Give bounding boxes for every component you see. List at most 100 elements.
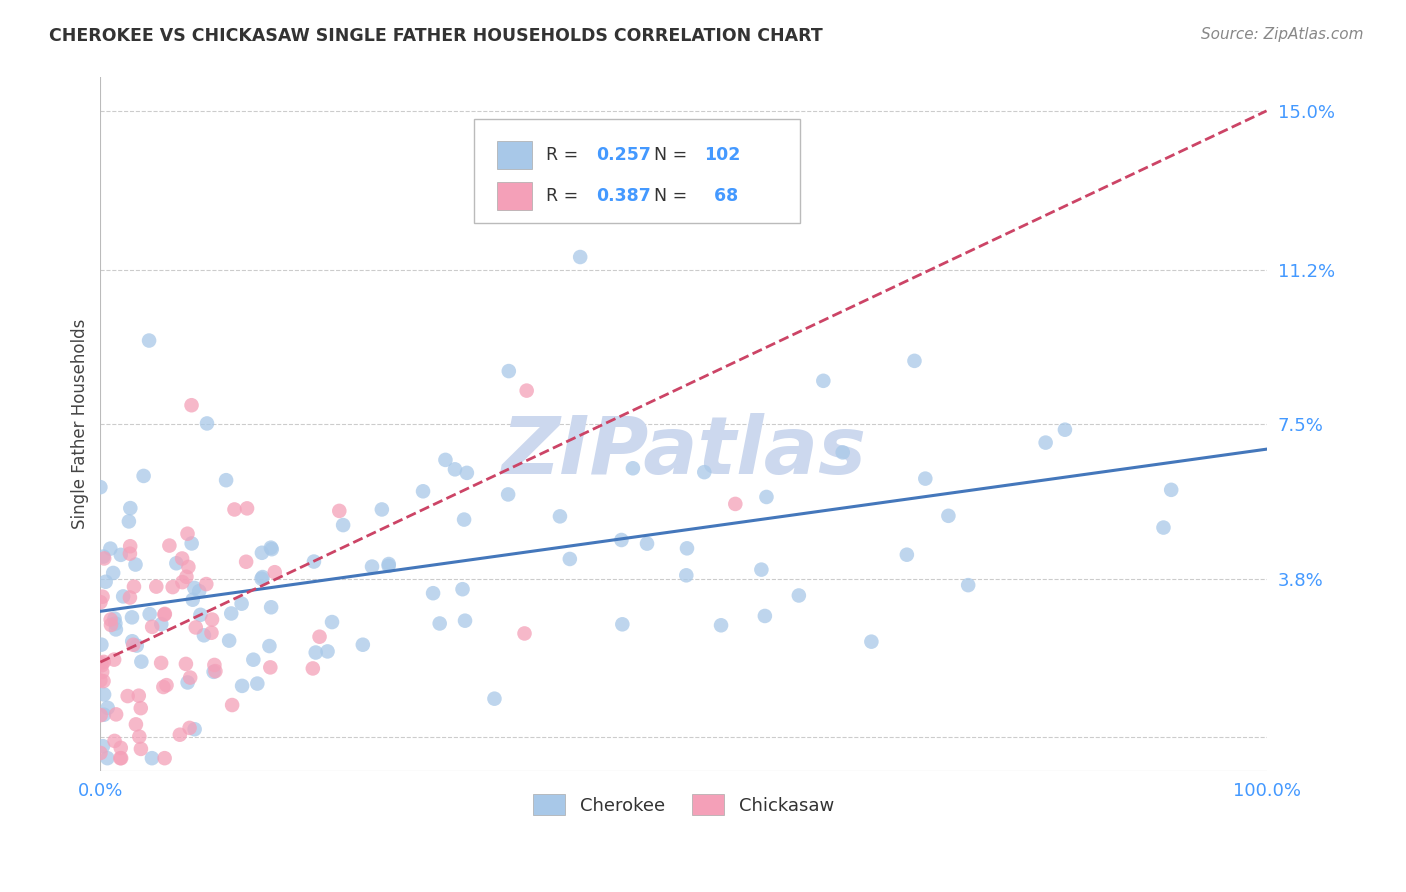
- Point: [412, 484, 434, 499]
- Text: N =: N =: [654, 187, 693, 205]
- Point: [548, 509, 571, 524]
- Point: [96, 751, 118, 765]
- Point: [569, 250, 592, 264]
- Point: [260, 542, 283, 557]
- Point: [179, 721, 201, 735]
- Point: [301, 661, 323, 675]
- Point: [103, 652, 125, 666]
- Point: [252, 570, 274, 584]
- Point: [621, 461, 644, 475]
- Point: [371, 502, 394, 516]
- Point: [125, 639, 148, 653]
- Point: [231, 679, 253, 693]
- Point: [1153, 520, 1175, 534]
- Point: [153, 751, 176, 765]
- Point: [153, 607, 176, 621]
- Text: 102: 102: [704, 145, 741, 164]
- Point: [328, 504, 350, 518]
- Point: [860, 634, 883, 648]
- Point: [496, 487, 519, 501]
- Point: [302, 555, 325, 569]
- Point: [724, 497, 747, 511]
- FancyBboxPatch shape: [496, 141, 531, 169]
- Point: [377, 557, 399, 571]
- Point: [612, 617, 634, 632]
- Point: [195, 577, 218, 591]
- Point: [110, 740, 132, 755]
- Point: [242, 653, 264, 667]
- Point: [128, 730, 150, 744]
- Point: [250, 572, 273, 586]
- Point: [122, 580, 145, 594]
- Point: [120, 539, 142, 553]
- Point: [610, 533, 633, 547]
- Point: [121, 634, 143, 648]
- Point: [128, 689, 150, 703]
- Point: [93, 707, 115, 722]
- Point: [150, 656, 173, 670]
- Point: [180, 398, 202, 412]
- Point: [200, 625, 222, 640]
- Point: [177, 560, 200, 574]
- FancyBboxPatch shape: [496, 182, 531, 211]
- Point: [103, 611, 125, 625]
- Point: [122, 638, 145, 652]
- Point: [260, 541, 283, 555]
- Point: [131, 655, 153, 669]
- Point: [361, 559, 384, 574]
- Point: [176, 526, 198, 541]
- Point: [138, 334, 160, 348]
- Point: [101, 566, 124, 580]
- Point: [165, 556, 187, 570]
- Legend: Cherokee, Chickasaw: Cherokee, Chickasaw: [524, 785, 844, 824]
- Point: [89, 595, 111, 609]
- Point: [89, 746, 111, 760]
- Point: [117, 689, 139, 703]
- Point: [193, 628, 215, 642]
- Point: [316, 644, 339, 658]
- Point: [914, 472, 936, 486]
- Point: [787, 589, 810, 603]
- Point: [957, 578, 980, 592]
- Point: [204, 664, 226, 678]
- Point: [183, 581, 205, 595]
- Point: [260, 600, 283, 615]
- Point: [129, 701, 152, 715]
- Point: [176, 675, 198, 690]
- Point: [1160, 483, 1182, 497]
- Point: [236, 501, 259, 516]
- Text: 68: 68: [709, 187, 738, 205]
- Point: [124, 558, 146, 572]
- Text: N =: N =: [654, 145, 693, 164]
- Point: [454, 614, 477, 628]
- Point: [263, 565, 285, 579]
- Point: [235, 555, 257, 569]
- Point: [259, 660, 281, 674]
- Text: R =: R =: [546, 187, 583, 205]
- Point: [259, 639, 281, 653]
- Point: [94, 574, 117, 589]
- Point: [91, 665, 114, 679]
- Point: [90, 656, 112, 670]
- Point: [176, 570, 198, 584]
- Point: [90, 658, 112, 673]
- Point: [516, 384, 538, 398]
- Point: [98, 541, 121, 556]
- Text: 0.257: 0.257: [596, 145, 651, 164]
- Point: [152, 680, 174, 694]
- Point: [145, 580, 167, 594]
- Point: [90, 708, 112, 723]
- Point: [484, 691, 506, 706]
- Point: [434, 453, 457, 467]
- Point: [112, 590, 135, 604]
- Point: [1035, 435, 1057, 450]
- Point: [110, 751, 132, 765]
- Point: [195, 417, 218, 431]
- Point: [153, 607, 176, 622]
- Text: 0.387: 0.387: [596, 187, 651, 205]
- Point: [754, 609, 776, 624]
- Point: [332, 518, 354, 533]
- Point: [105, 707, 128, 722]
- Point: [831, 445, 853, 459]
- Point: [110, 548, 132, 562]
